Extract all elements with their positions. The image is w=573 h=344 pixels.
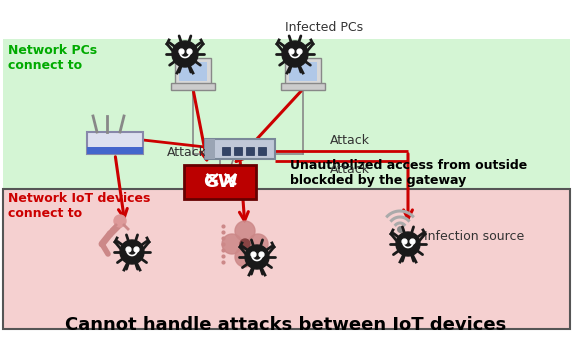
Text: Cannot handle attacks between IoT devices: Cannot handle attacks between IoT device… — [65, 316, 507, 334]
Circle shape — [235, 247, 255, 267]
Text: $\mathbf{\times}$: $\mathbf{\times}$ — [202, 170, 220, 190]
Text: Attack: Attack — [330, 134, 370, 147]
Bar — [179, 62, 207, 81]
Bar — [3, 39, 570, 189]
Bar — [234, 147, 242, 155]
Bar — [205, 139, 215, 159]
Text: $\mathbf{\times}$: $\mathbf{\times}$ — [220, 170, 238, 190]
Circle shape — [248, 234, 268, 254]
Circle shape — [120, 240, 144, 264]
Text: Unautholized access from outside: Unautholized access from outside — [290, 159, 527, 172]
Bar — [87, 147, 143, 154]
Circle shape — [222, 234, 242, 254]
Circle shape — [282, 41, 308, 67]
Bar — [87, 132, 143, 154]
Bar — [281, 83, 325, 90]
Text: Network IoT devices
connect to: Network IoT devices connect to — [8, 192, 150, 220]
Circle shape — [235, 221, 255, 241]
Text: Attack: Attack — [330, 163, 370, 176]
Bar — [171, 83, 215, 90]
Bar — [184, 165, 256, 199]
Bar — [3, 189, 570, 329]
Circle shape — [396, 232, 420, 256]
Circle shape — [114, 215, 126, 227]
Circle shape — [245, 245, 269, 269]
Bar — [285, 58, 321, 84]
Text: Attack: Attack — [167, 146, 207, 159]
Text: Infection source: Infection source — [424, 230, 524, 244]
Bar — [289, 62, 317, 81]
Bar — [175, 58, 211, 84]
Text: Infected PCs: Infected PCs — [285, 21, 363, 34]
Circle shape — [240, 239, 250, 249]
Bar — [222, 147, 230, 155]
Bar — [258, 147, 266, 155]
Bar — [205, 139, 275, 159]
Text: GW: GW — [203, 173, 237, 191]
Text: Network PCs
connect to: Network PCs connect to — [8, 44, 97, 72]
Text: blockded by the gateway: blockded by the gateway — [290, 174, 466, 187]
Circle shape — [172, 41, 198, 67]
Bar — [246, 147, 254, 155]
